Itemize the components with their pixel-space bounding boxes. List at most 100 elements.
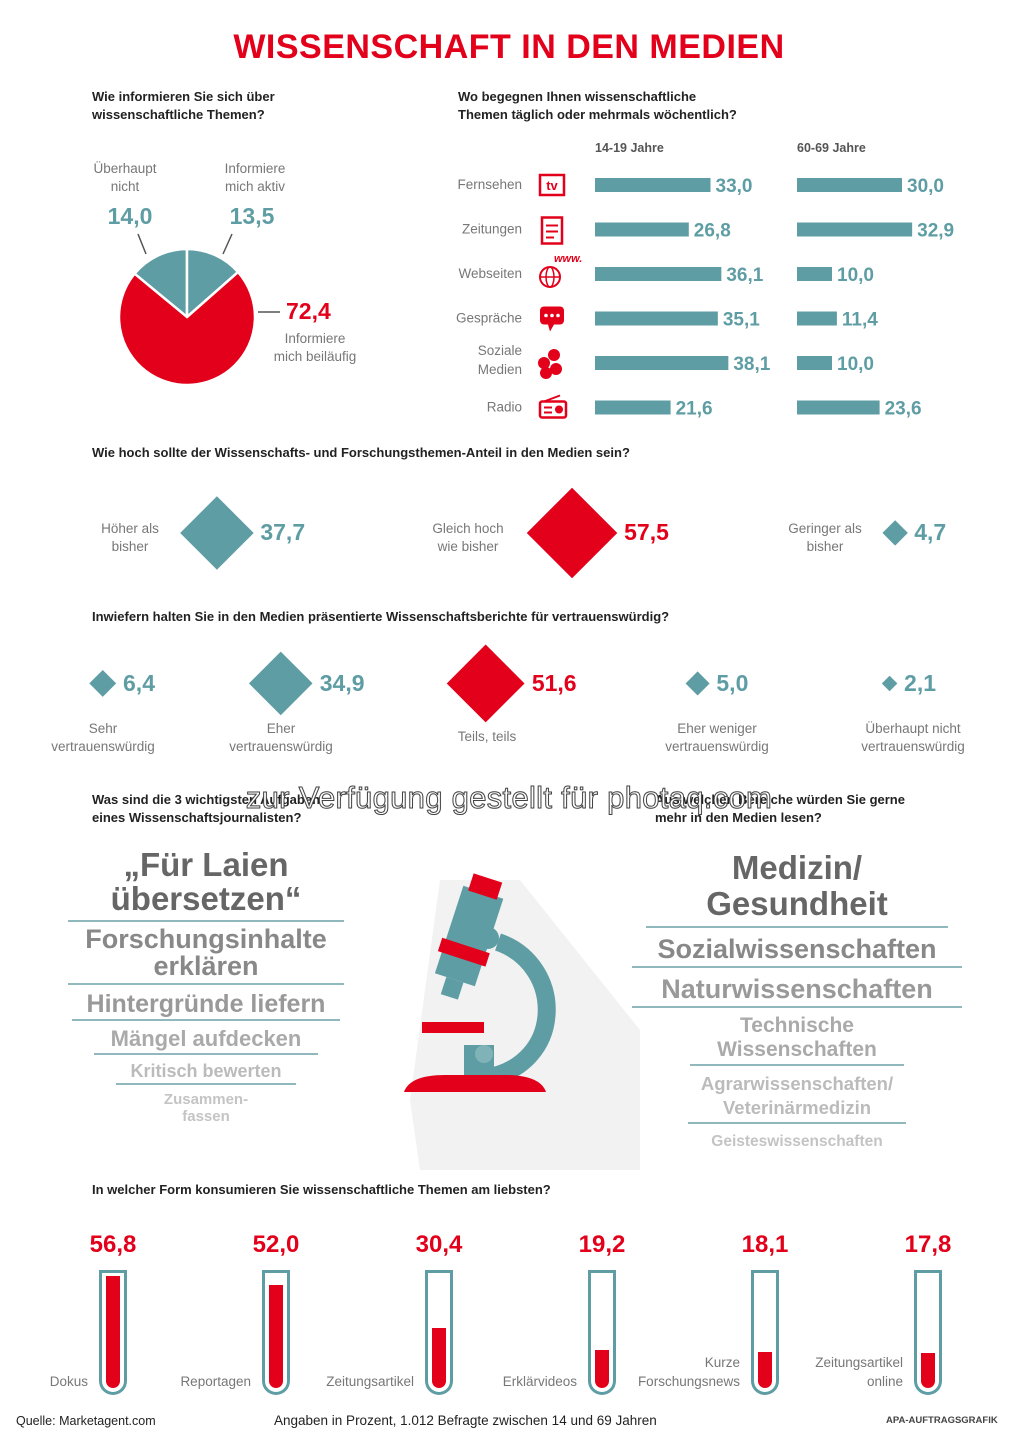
test-tube: [99, 1270, 127, 1395]
test-tube-rim: [102, 1270, 124, 1273]
footer-note: Angaben in Prozent, 1.012 Befragte zwisc…: [274, 1413, 657, 1428]
topics-question-line-2: mehr in den Medien lesen?: [655, 810, 822, 825]
trust-diamonds: 6,4 Sehr vertrauenswürdig 34,9 Eher vertrauen…: [0, 636, 1018, 766]
category-label: Radio: [487, 400, 522, 415]
www-label: www.: [554, 253, 582, 265]
diamond-marker: [882, 520, 908, 546]
diamond-marker: [248, 651, 314, 717]
pie-label-casual-line-1: Informiere: [284, 331, 346, 346]
task-3-line-1: Hintergründe liefern: [86, 990, 326, 1018]
tube-label-line: [111, 1353, 251, 1372]
bar-value-label: 11,4: [842, 310, 878, 331]
task-5: Kritisch bewerten: [116, 1059, 296, 1085]
topics-question: Aus welchen Bereiche würden Sie gerne me…: [655, 791, 905, 827]
diamond-label-line: wie bisher: [437, 539, 499, 554]
diamond-label: Höher als bisher: [80, 520, 180, 556]
diamond-value: 51,6: [531, 670, 577, 696]
tube-label-line: [0, 1353, 88, 1372]
newspaper-icon: [540, 216, 564, 245]
bar-value-label: 38,1: [733, 354, 770, 375]
task-1-line-2: übersetzen“: [110, 880, 302, 917]
diamond-label-line: vertrauenswürdig: [229, 739, 333, 754]
test-tube-fill: [269, 1285, 283, 1388]
topic-3-line-1: Naturwissenschaften: [661, 974, 933, 1004]
social-media-icon: [538, 349, 562, 379]
tube-label-line: online: [866, 1374, 903, 1389]
test-tube-rim: [265, 1270, 287, 1273]
pie-label-active: Informiere mich aktiv: [205, 160, 305, 196]
pie-label-casual: Informiere mich beiläufig: [260, 330, 370, 366]
tube-label-line: Kurze: [704, 1355, 740, 1370]
diamond-label-line: Geringer als: [788, 521, 862, 536]
topic-4-line-2: Wissenschaften: [717, 1038, 877, 1061]
trust-question: Inwiefern halten Sie in den Medien präse…: [92, 609, 670, 624]
tube-value: 18,1: [741, 1231, 789, 1258]
task-6-line-1: Zusammen-: [163, 1091, 249, 1108]
topics-word-list: Medizin/ Gesundheit Sozialwissenschaften…: [632, 850, 962, 1152]
pie-label-active-line-2: mich aktiv: [224, 179, 285, 194]
tube-label: Dokus: [0, 1353, 88, 1391]
task-2-line-1: Forschungsinhalte: [85, 924, 327, 954]
topic-1-line-1: Medizin/: [731, 849, 863, 886]
tube-label-line: [437, 1353, 577, 1372]
diamond-value: 4,7: [914, 519, 947, 545]
task-5-line-1: Kritisch bewerten: [130, 1061, 282, 1081]
diamond-marker: [180, 496, 254, 570]
format-question: In welcher Form konsumieren Sie wissensc…: [92, 1182, 551, 1197]
diamond-label: Eher vertrauenswürdig: [216, 720, 346, 756]
test-tube-rim: [754, 1270, 776, 1273]
bar-value-label: 21,6: [676, 399, 713, 420]
diamond-value: 5,0: [716, 670, 749, 696]
test-tube-fill: [921, 1352, 935, 1388]
topic-6-line-1: Geisteswissenschaften: [711, 1133, 883, 1150]
bar: [797, 178, 902, 192]
bar: [595, 311, 718, 326]
diamond-label-line: Höher als: [101, 521, 159, 536]
series-header: 14-19 Jahre: [595, 141, 664, 155]
tube-label-line: Reportagen: [180, 1374, 251, 1389]
test-tube: [751, 1270, 779, 1395]
diamond-label-line: vertrauenswürdig: [51, 739, 155, 754]
tube-label-line: Zeitungsartikel: [326, 1374, 414, 1389]
tube-label: Reportagen: [111, 1353, 251, 1391]
topic-1: Medizin/ Gesundheit: [646, 850, 948, 928]
diamond-value: 57,5: [624, 519, 669, 545]
tube-value: 17,8: [904, 1231, 952, 1258]
bar-value-label: 30,0: [907, 176, 944, 197]
tube-label: Kurze Forschungsnews: [600, 1353, 740, 1391]
bar: [797, 222, 913, 237]
diamond-label-line: vertrauenswürdig: [861, 739, 965, 754]
diamond-value: 2,1: [904, 670, 937, 696]
bar: [797, 267, 832, 281]
topic-5: Agrarwissenschaften/ Veterinärmedizin: [688, 1072, 906, 1124]
pie-label-none: Überhaupt nicht: [80, 160, 170, 196]
tube-label: Erklärvideos: [437, 1353, 577, 1391]
tube-label-line: Erklärvideos: [502, 1374, 577, 1389]
footer-source: Quelle: Marketagent.com: [16, 1414, 156, 1428]
pie-question: Wie informieren Sie sich über wissenscha…: [92, 88, 275, 124]
pie-label-active-line-1: Informiere: [224, 161, 286, 176]
diamond-marker: [89, 670, 117, 698]
footer-credit: APA-AUFTRAGSGRAFIK: [886, 1415, 998, 1426]
media-bar-chart: 14-19 Jahre 60-69 Jahre Fernsehen tv 33,0 30,…: [456, 141, 954, 420]
test-tube-rim: [917, 1270, 939, 1273]
pie-leader-line: [222, 233, 233, 255]
diamond-value: 6,4: [123, 670, 155, 696]
bar-value-label: 32,9: [917, 221, 954, 242]
bar-value-label: 35,1: [723, 310, 760, 331]
tv-icon: tv: [538, 173, 566, 197]
microscope-stage: [422, 1022, 484, 1033]
diamond-label: Überhaupt nicht vertrauenswürdig: [848, 720, 978, 756]
bar-value-label: 36,1: [726, 265, 763, 286]
tasks-question: Was sind die 3 wichtigsten Aufgaben eine…: [92, 791, 320, 827]
bar: [797, 400, 880, 415]
topics-question-line-1: Aus welchen Bereiche würden Sie gerne: [655, 792, 905, 807]
topic-6: Geisteswissenschaften: [632, 1132, 962, 1152]
bar: [595, 178, 711, 192]
bar: [595, 222, 689, 237]
microscope-focus-knob: [475, 1045, 493, 1063]
diamond-marker: [685, 671, 711, 697]
diamond-marker: [446, 644, 526, 724]
pie-value-label: 13,5: [230, 203, 275, 229]
share-diamonds: 37,7 Höher als bisher 57,5 Gleich hoch wie bi…: [0, 470, 1018, 600]
